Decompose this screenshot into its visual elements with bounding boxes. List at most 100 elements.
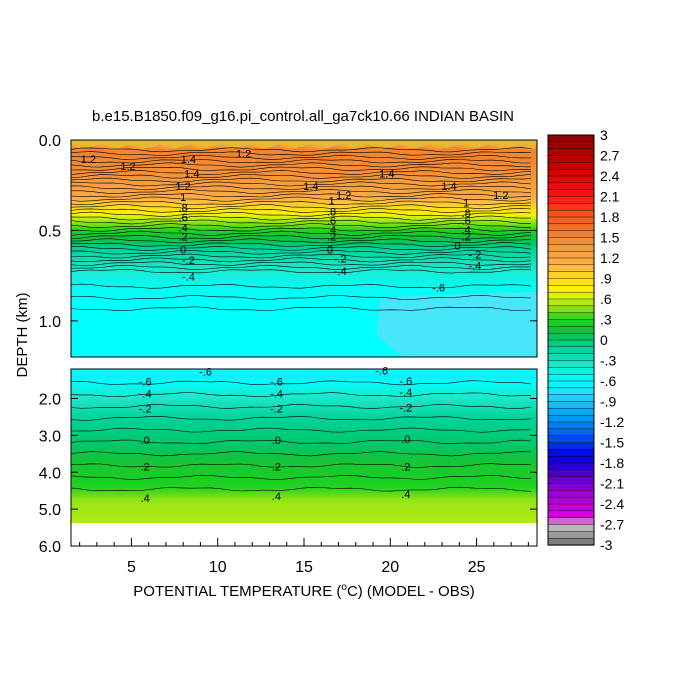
color-band — [71, 311, 537, 315]
color-band — [71, 393, 537, 396]
colorbar-swatch — [547, 339, 595, 348]
color-band — [71, 463, 537, 466]
color-band — [71, 183, 537, 186]
colorbar-swatch — [547, 462, 595, 471]
contour-line — [71, 427, 532, 433]
color-band — [71, 317, 537, 320]
contour-line — [71, 234, 532, 240]
color-band — [71, 234, 537, 237]
contour-label: .4 — [401, 489, 410, 501]
color-band — [71, 165, 537, 168]
x-axis-label-rest: C) (MODEL - OBS) — [347, 583, 475, 600]
color-band — [71, 147, 537, 150]
color-band — [71, 313, 537, 317]
color-band — [71, 302, 537, 306]
color-band — [71, 185, 537, 188]
contour-label: 1.2 — [493, 190, 508, 202]
color-band — [71, 377, 537, 380]
contour-label: .4 — [327, 224, 336, 236]
color-band — [71, 484, 537, 486]
contour-line — [71, 392, 531, 398]
colorbar-swatch — [547, 483, 595, 491]
x-tick-label: 20 — [381, 559, 399, 576]
contour-label: .0 — [141, 435, 150, 447]
color-band — [71, 388, 537, 391]
color-band — [71, 282, 537, 286]
colorbar-swatch — [547, 141, 595, 150]
contour-line — [71, 268, 532, 274]
contour-label: .8 — [327, 206, 336, 218]
color-band — [71, 347, 537, 351]
colorbar-label: 0 — [600, 332, 608, 348]
color-band — [71, 509, 537, 512]
contour-label: -.4 — [270, 388, 283, 400]
color-band — [71, 434, 537, 437]
color-band — [71, 482, 537, 485]
color-band — [71, 370, 537, 373]
contour-label: -.6 — [432, 282, 445, 294]
contour-label: 1.2 — [236, 149, 251, 161]
color-band — [71, 514, 537, 517]
color-band — [71, 510, 537, 513]
y-tick-label: 2.0 — [39, 392, 61, 409]
color-band — [71, 486, 537, 489]
colorbar-swatch — [547, 476, 595, 485]
colorbar-swatch — [547, 490, 595, 498]
lower-contour-lines — [71, 380, 532, 492]
contour-label: .6 — [327, 215, 336, 227]
colorbar-swatch — [547, 401, 595, 409]
contour-label: 0 — [455, 241, 461, 253]
color-band — [71, 469, 537, 472]
color-band — [71, 230, 537, 233]
contour-line — [71, 204, 532, 210]
color-band — [71, 443, 537, 446]
colorbar-swatch — [547, 223, 595, 232]
contour-label: 1.2 — [336, 190, 351, 202]
colorbar-swatch — [547, 278, 595, 286]
color-band — [71, 490, 537, 493]
color-band — [71, 445, 537, 448]
contour-line — [71, 264, 531, 270]
contour-line — [71, 151, 532, 156]
contour-label: -.4 — [182, 271, 195, 283]
color-band — [71, 384, 537, 387]
color-band — [71, 473, 537, 476]
contour-line — [71, 166, 532, 172]
contour-line — [71, 380, 532, 386]
color-band — [71, 411, 537, 414]
color-band — [71, 149, 537, 152]
color-band — [71, 450, 537, 453]
contour-line — [71, 415, 532, 421]
colorbar-label: 2.7 — [600, 148, 620, 164]
color-band — [71, 355, 537, 357]
colorbar-swatch — [547, 469, 595, 478]
contour-label: -.6 — [199, 367, 212, 379]
colorbar-swatch — [547, 435, 595, 444]
colorbar-swatch — [547, 209, 595, 218]
color-band — [71, 329, 537, 333]
contour-line — [71, 249, 532, 255]
contour-label: .2 — [179, 232, 188, 244]
surface-noise-band — [71, 140, 537, 151]
colorbar-swatch — [547, 319, 595, 327]
color-band — [71, 521, 537, 523]
contour-line — [71, 451, 532, 457]
colorbar-label: 1.5 — [600, 230, 620, 246]
color-band — [71, 448, 537, 451]
color-band — [71, 507, 537, 509]
colorbar-swatch — [547, 387, 595, 396]
contour-label: -.2 — [399, 403, 412, 415]
color-band — [71, 331, 537, 335]
color-band — [71, 496, 537, 499]
color-band — [71, 420, 537, 423]
contour-label: .2 — [462, 232, 471, 244]
color-band — [71, 252, 537, 255]
color-band — [71, 457, 537, 460]
y-tick-label: 5.0 — [39, 502, 61, 519]
color-band — [71, 188, 537, 192]
color-band — [71, 346, 537, 349]
color-band — [71, 468, 537, 471]
contour-label: -.2 — [270, 404, 283, 416]
contour-line — [71, 189, 532, 195]
color-band — [71, 508, 537, 511]
